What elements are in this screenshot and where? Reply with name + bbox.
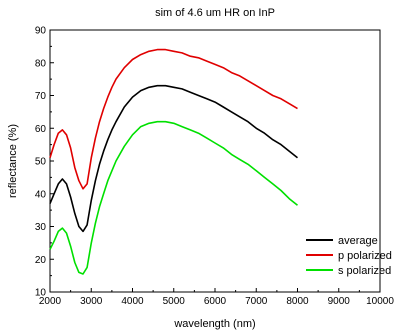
x-tick-label: 2000 [39, 296, 62, 307]
series-lines [49, 48, 298, 275]
series-line-s-polarized [49, 120, 298, 275]
y-axis-ticks: 10 20 30 40 50 60 70 80 90 [35, 26, 54, 299]
x-tick-label: 8000 [286, 296, 309, 307]
y-tick-label: 20 [35, 255, 47, 266]
y-tick-label: 10 [35, 288, 47, 299]
x-axis-label: wavelength (nm) [173, 318, 255, 330]
x-tick-label: 5000 [163, 296, 186, 307]
legend: average p polarized s polarized [306, 235, 392, 277]
plot-frame [49, 29, 381, 293]
legend-label: s polarized [338, 265, 391, 277]
y-axis-label: reflectance (%) [7, 124, 19, 198]
x-tick-label: 10000 [366, 296, 394, 307]
y-tick-label: 80 [35, 58, 47, 69]
y-tick-label: 60 [35, 124, 47, 135]
x-tick-label: 3000 [80, 296, 103, 307]
legend-label: average [338, 235, 378, 247]
chart-title: sim of 4.6 um HR on InP [155, 7, 275, 19]
legend-label: p polarized [338, 250, 392, 262]
x-axis-ticks: 2000 3000 4000 5000 6000 7000 8000 9000 10000 [39, 288, 394, 307]
series-line-p-polarized [49, 48, 298, 190]
series-line-average [49, 84, 298, 233]
y-tick-label: 70 [35, 91, 47, 102]
x-tick-label: 7000 [245, 296, 268, 307]
y-tick-label: 90 [35, 26, 47, 37]
x-tick-label: 9000 [328, 296, 351, 307]
x-tick-label: 4000 [121, 296, 144, 307]
y-tick-label: 50 [35, 157, 47, 168]
y-tick-label: 30 [35, 222, 47, 233]
y-tick-label: 40 [35, 189, 47, 200]
x-tick-label: 6000 [204, 296, 227, 307]
